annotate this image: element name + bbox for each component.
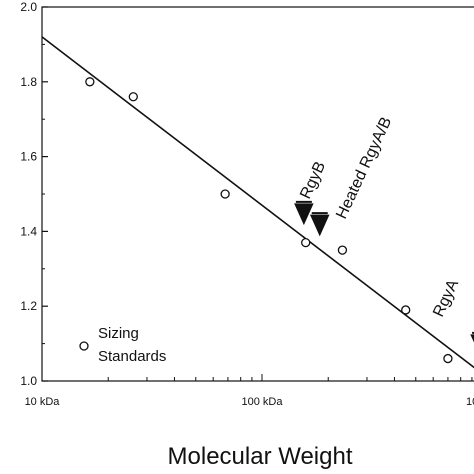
data-points-group: [85, 77, 453, 364]
marker-label: RgyB: [297, 159, 329, 202]
legend: Sizing Standards: [79, 325, 166, 365]
data-point: [443, 353, 453, 364]
marker-triangle: [309, 214, 330, 237]
y-tick-label: 1.0: [20, 374, 37, 388]
legend-label-line2: Standards: [98, 348, 166, 365]
x-axis-label: Molecular Weight: [168, 443, 353, 470]
x-tick-label: 1000: [466, 396, 474, 408]
legend-label-line1: Sizing: [98, 325, 139, 342]
y-tick-label: 1.8: [20, 75, 37, 89]
fit-line-group: [41, 36, 474, 369]
y-tick-label: 1.6: [20, 150, 37, 164]
marker-arrows-group: RgyB Heated RgyA/B RgyA: [294, 115, 474, 343]
x-axis-ticks: 10 kDa 100 kDa 1000: [25, 374, 474, 408]
y-tick-label: 1.2: [20, 299, 37, 313]
data-point: [128, 92, 138, 102]
x-tick-label: 10 kDa: [25, 396, 61, 408]
fit-line: [41, 36, 474, 369]
data-point: [337, 245, 348, 255]
y-tick-label: 2.0: [20, 0, 37, 14]
marker-triangle: [470, 334, 474, 343]
marker-label: RgyA: [430, 277, 462, 320]
data-point: [220, 189, 230, 199]
data-point: [301, 237, 311, 248]
marker-label: Heated RgyA/B: [333, 115, 395, 222]
y-tick-label: 1.4: [20, 224, 37, 238]
x-tick-label: 100 kDa: [242, 396, 284, 408]
y-axis-ticks: 1.0 1.2 1.4 1.6 1.8 2.0: [20, 0, 48, 388]
marker-triangle: [294, 203, 314, 226]
data-point: [401, 305, 411, 315]
legend-marker: [79, 341, 89, 351]
data-point: [85, 77, 95, 87]
